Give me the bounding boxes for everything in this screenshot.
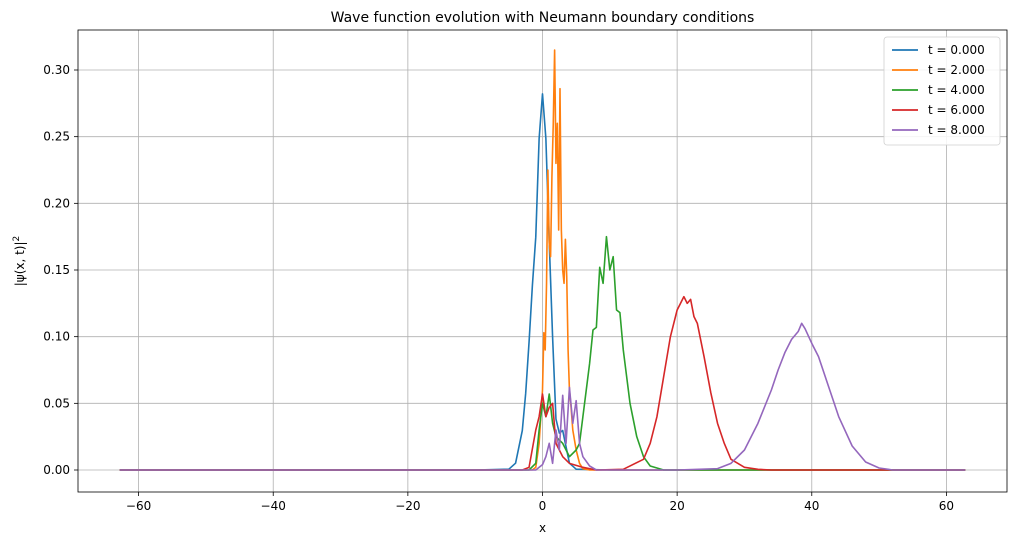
x-tick-label: 40 <box>804 499 819 513</box>
y-tick-label: 0.10 <box>43 330 70 344</box>
legend-label-4: t = 8.000 <box>928 123 985 137</box>
x-axis-label: x <box>539 521 546 535</box>
x-tick-label: −20 <box>395 499 420 513</box>
x-tick-label: 20 <box>669 499 684 513</box>
y-axis-ticks: 0.00 0.05 0.10 0.15 0.20 0.25 0.30 <box>43 63 78 477</box>
series-line-4 <box>119 322 966 471</box>
series-line-3 <box>119 295 966 471</box>
legend-label-1: t = 2.000 <box>928 63 985 77</box>
y-axis-label-superscript: 2 <box>12 236 22 242</box>
series-lines <box>119 49 966 471</box>
x-axis-ticks: −60 −40 −20 0 20 40 60 <box>126 492 954 513</box>
y-axis-label-main: |ψ(x, t)| <box>13 241 27 286</box>
legend: t = 0.000 t = 2.000 t = 4.000 t = 6.000 t = … <box>883 36 1001 146</box>
series-line-2 <box>119 235 966 471</box>
y-tick-label: 0.30 <box>43 63 70 77</box>
x-tick-label: −40 <box>261 499 286 513</box>
y-tick-label: 0.00 <box>43 463 70 477</box>
chart-title: Wave function evolution with Neumann bou… <box>331 10 755 26</box>
legend-label-3: t = 6.000 <box>928 103 985 117</box>
legend-label-2: t = 4.000 <box>928 83 985 97</box>
legend-box <box>883 36 1001 146</box>
y-tick-label: 0.25 <box>43 130 70 144</box>
y-tick-label: 0.20 <box>43 196 70 210</box>
series-line-1 <box>119 49 966 471</box>
y-tick-label: 0.05 <box>43 396 70 410</box>
y-tick-label: 0.15 <box>43 263 70 277</box>
grid <box>78 30 1007 492</box>
legend-label-0: t = 0.000 <box>928 43 985 57</box>
x-tick-label: 60 <box>939 499 954 513</box>
x-tick-label: 0 <box>539 499 547 513</box>
x-tick-label: −60 <box>126 499 151 513</box>
y-axis-label: |ψ(x, t)|2 <box>12 236 27 287</box>
